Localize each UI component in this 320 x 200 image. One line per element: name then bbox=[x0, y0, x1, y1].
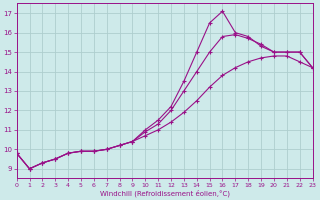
X-axis label: Windchill (Refroidissement éolien,°C): Windchill (Refroidissement éolien,°C) bbox=[100, 189, 229, 197]
